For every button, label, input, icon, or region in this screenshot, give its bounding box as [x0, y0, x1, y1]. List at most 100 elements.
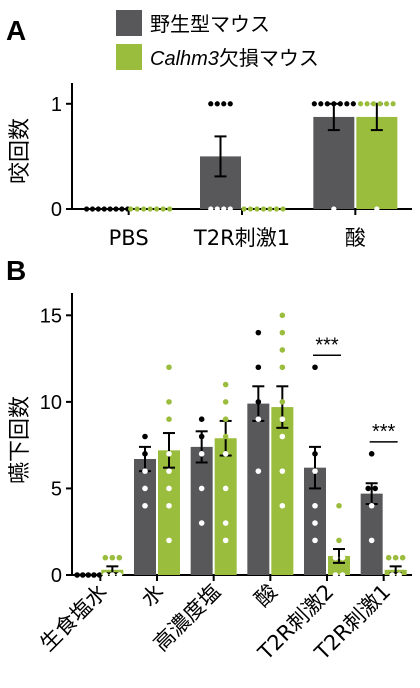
data-point-knockout	[370, 101, 377, 107]
data-point-wild-type	[312, 451, 318, 457]
data-point-knockout	[166, 468, 172, 474]
data-point-knockout	[116, 554, 123, 561]
y-tick-label: 5	[51, 478, 62, 500]
x-tick-label: 酸	[250, 580, 282, 612]
data-point-wild-type	[89, 206, 96, 212]
data-point-knockout	[166, 537, 172, 544]
data-point-knockout	[332, 572, 339, 578]
data-point-wild-type	[324, 101, 330, 107]
data-point-knockout	[267, 206, 273, 212]
data-point-knockout	[222, 433, 229, 440]
bar-wild-type	[134, 459, 156, 575]
data-point-wild-type	[365, 485, 371, 492]
data-point-wild-type	[221, 206, 227, 212]
data-point-wild-type	[198, 451, 205, 457]
y-tick-label: 15	[40, 305, 62, 327]
data-point-knockout	[377, 101, 383, 107]
data-point-knockout	[374, 206, 380, 212]
data-point-wild-type	[142, 502, 148, 509]
data-point-knockout	[280, 206, 286, 212]
data-point-wild-type	[255, 468, 262, 474]
data-point-wild-type	[372, 485, 378, 492]
data-point-knockout	[279, 312, 286, 319]
y-tick-label: 1	[51, 94, 62, 116]
data-point-wild-type	[214, 206, 220, 212]
data-point-knockout	[339, 554, 346, 561]
data-point-knockout	[160, 206, 166, 212]
data-point-wild-type	[101, 206, 107, 212]
y-tick-label: 0	[51, 565, 62, 587]
bar-wild-type	[313, 116, 355, 209]
data-point-knockout	[357, 101, 364, 107]
data-point-wild-type	[312, 364, 318, 371]
data-point-knockout	[385, 554, 392, 561]
legend-wild-type-label: 野生型マウス	[150, 12, 270, 36]
data-point-knockout	[166, 451, 172, 457]
data-point-wild-type	[198, 433, 205, 440]
data-point-wild-type	[344, 101, 350, 107]
data-point-knockout	[166, 502, 172, 509]
data-point-wild-type	[96, 572, 103, 578]
data-point-knockout	[134, 206, 140, 212]
data-point-knockout	[166, 416, 172, 422]
x-tick-label: 酸	[345, 226, 366, 250]
data-point-knockout	[392, 554, 399, 561]
data-point-wild-type	[198, 416, 205, 422]
data-point-knockout	[141, 206, 147, 212]
data-point-wild-type	[312, 537, 318, 544]
data-point-wild-type	[368, 502, 375, 509]
data-point-wild-type	[84, 206, 90, 212]
legend-knockout-label: Calhm3欠損マウス	[150, 46, 319, 70]
data-point-wild-type	[331, 206, 337, 212]
data-point-knockout	[128, 206, 134, 212]
panel-a-label: A	[6, 15, 26, 46]
data-point-wild-type	[91, 572, 97, 578]
data-point-wild-type	[74, 572, 80, 578]
data-point-knockout	[279, 399, 286, 405]
data-point-knockout	[279, 329, 286, 336]
bar-knockout	[158, 450, 180, 575]
panel-b-label: B	[6, 255, 26, 286]
data-point-knockout	[166, 399, 172, 405]
data-point-knockout	[167, 206, 173, 212]
data-point-knockout	[222, 520, 229, 526]
data-point-wild-type	[350, 101, 356, 107]
data-point-wild-type	[198, 485, 205, 492]
data-point-knockout	[396, 572, 402, 578]
bar-knockout	[214, 438, 237, 575]
panel-a-ylabel: 咬回数	[8, 118, 33, 184]
data-point-knockout	[222, 537, 229, 544]
panel-b-ylabel: 嚥下回数	[8, 396, 33, 484]
significance-label: ***	[372, 421, 396, 443]
data-point-knockout	[273, 206, 280, 212]
data-point-knockout	[147, 206, 153, 212]
data-point-knockout	[390, 101, 396, 107]
data-point-wild-type	[221, 101, 227, 107]
data-point-knockout	[166, 364, 172, 371]
bar-wild-type	[190, 446, 213, 575]
data-point-wild-type	[255, 364, 262, 371]
data-point-wild-type	[227, 206, 233, 212]
data-point-wild-type	[79, 572, 86, 578]
data-point-wild-type	[331, 101, 337, 107]
data-point-knockout	[279, 416, 286, 422]
bar-wild-type	[360, 493, 383, 575]
data-point-wild-type	[214, 101, 220, 107]
data-point-wild-type	[312, 502, 318, 509]
data-point-wild-type	[113, 206, 119, 212]
data-point-knockout	[364, 101, 370, 107]
data-point-knockout	[222, 485, 229, 492]
x-tick-label: T2R刺激1	[193, 226, 290, 250]
data-point-knockout	[336, 537, 342, 544]
data-point-wild-type	[227, 101, 233, 107]
data-point-wild-type	[95, 206, 101, 212]
data-point-knockout	[399, 554, 406, 561]
data-point-wild-type	[368, 537, 375, 544]
data-point-knockout	[279, 364, 286, 371]
y-tick-label: 0	[51, 199, 62, 221]
legend-knockout-gene: Calhm3	[150, 48, 219, 70]
data-point-knockout	[241, 206, 247, 212]
bar-knockout	[356, 116, 398, 209]
legend-wild-type-swatch	[116, 10, 142, 36]
